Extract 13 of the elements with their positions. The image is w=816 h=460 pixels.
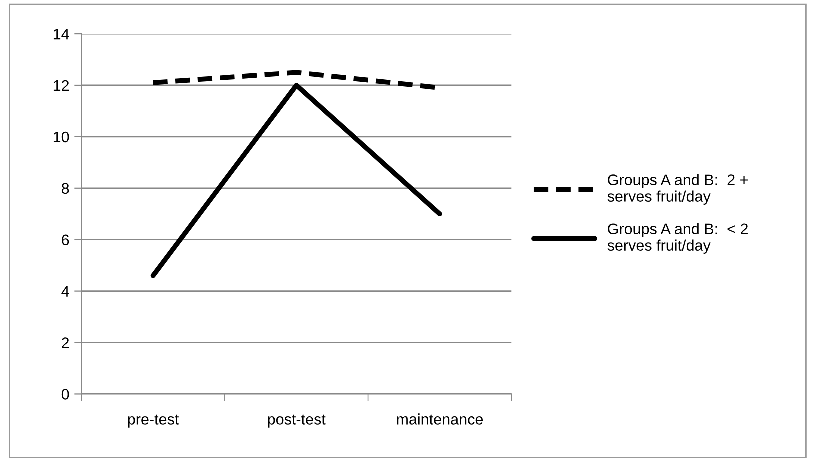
y-tick-label: 4 (62, 286, 70, 297)
y-tick-label: 6 (62, 234, 70, 246)
y-tick-label: 14 (54, 29, 70, 40)
legend-label: Groups A and B: 2 + serves fruit/day (608, 174, 748, 205)
y-tick-label: 2 (62, 338, 70, 348)
legend-label: Groups A and B: < 2 serves fruit/day (608, 223, 748, 254)
y-tick-label: 8 (62, 183, 70, 194)
x-tick-label: pre-test (128, 414, 180, 428)
x-tick-label: maintenance (397, 414, 484, 425)
y-tick-label: 12 (54, 80, 70, 92)
y-tick-label: 0 (62, 389, 70, 400)
y-tick-label: 10 (54, 132, 70, 143)
x-tick-label: post-test (268, 414, 326, 428)
